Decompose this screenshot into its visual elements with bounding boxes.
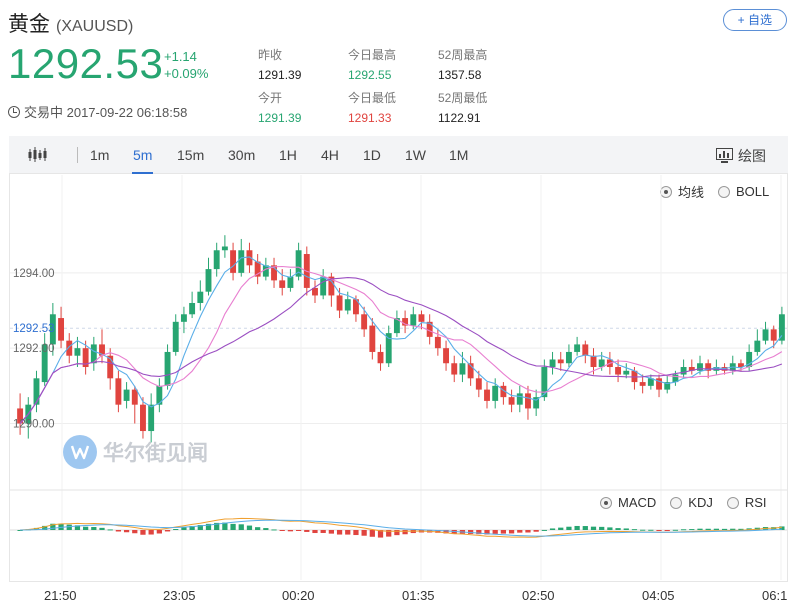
x-tick-4: 02:50 [522,588,555,603]
price-change: +1.14 [164,49,197,64]
period-5m[interactable]: 5m [131,147,154,174]
x-tick-2: 00:20 [282,588,315,603]
last-price: 1292.53 [8,40,164,87]
trading-status: 交易中 2017-09-22 06:18:58 [8,102,187,121]
stat-open: 今开 1291.39 [258,91,302,125]
clock-icon [8,105,20,118]
period-15m[interactable]: 15m [177,147,205,163]
toolbar-separator [77,147,78,163]
radio-ma [660,185,672,198]
instrument-title: 黄金 (XAUUSD) [8,8,133,38]
radio-macd [600,496,612,509]
candlestick-type-icon[interactable] [27,147,47,163]
indicator-boll-option[interactable]: BOLL [718,182,769,201]
indicator-rsi-option[interactable]: RSI [726,495,767,510]
chart-panel [9,174,788,582]
radio-rsi [726,496,739,509]
monitor-chart-icon [716,148,733,163]
price-change-pct: +0.09% [164,66,209,81]
stat-52w-low: 52周最低 1122.91 [438,91,488,125]
instrument-symbol: (XAUUSD) [56,18,134,35]
stat-prev-close: 昨收 1291.39 [258,48,302,82]
x-tick-1: 23:05 [163,588,196,603]
stat-52w-high: 52周最高 1357.58 [438,48,488,82]
draw-tool-button[interactable]: 绘图 [716,146,766,166]
status-time: 交易中 2017-09-22 06:18:58 [24,105,188,120]
radio-boll [718,185,731,198]
period-30m[interactable]: 30m [228,147,256,163]
add-watchlist-button[interactable]: + 自选 [722,9,787,31]
period-1d[interactable]: 1D [363,147,381,163]
x-tick-0: 21:50 [44,588,77,603]
period-1w[interactable]: 1W [405,147,426,163]
main-indicator-switch: 均线 BOLL [660,182,769,201]
indicator-kdj-option[interactable]: KDJ [670,495,713,510]
indicator-macd-option[interactable]: MACD [600,495,656,510]
period-4h[interactable]: 4H [321,147,339,163]
x-tick-6: 06:1 [762,588,788,603]
sub-indicator-switch: MACD KDJ RSI [600,495,767,510]
period-1m[interactable]: 1m [90,147,110,163]
draw-label: 绘图 [738,148,766,164]
indicator-ma-option[interactable]: 均线 [660,182,704,201]
radio-kdj [670,496,683,509]
period-1h[interactable]: 1H [279,147,297,163]
stat-day-low: 今日最低 1291.33 [348,91,397,125]
stat-day-high: 今日最高 1292.55 [348,48,397,82]
x-tick-3: 01:35 [402,588,435,603]
instrument-name: 黄金 [8,13,50,36]
period-1m-month[interactable]: 1M [449,147,469,163]
x-tick-5: 04:05 [642,588,675,603]
chart-toolbar: 1m 5m 15m 30m 1H 4H 1D 1W 1M 绘图 [9,136,788,174]
